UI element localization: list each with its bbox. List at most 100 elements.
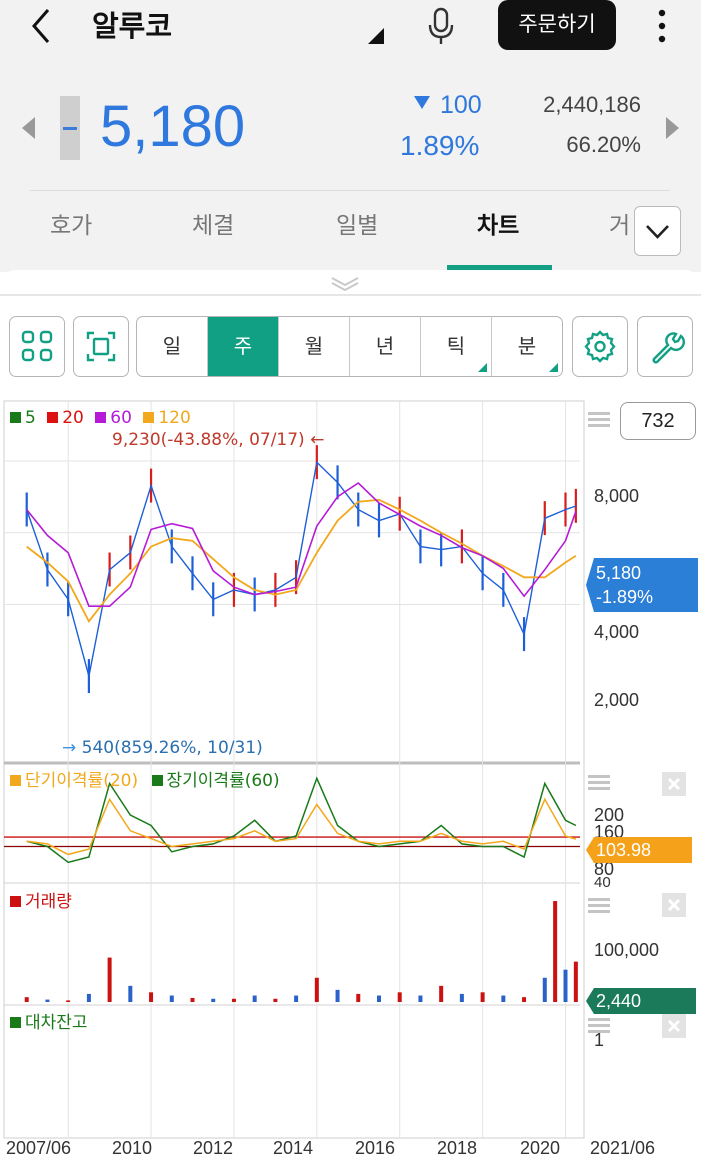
- y-tick: 4,000: [594, 622, 640, 642]
- next-stock-icon[interactable]: [666, 117, 679, 139]
- volume-legend: 거래량: [10, 892, 72, 912]
- loan-panel-menu-icon[interactable]: [588, 1018, 610, 1034]
- period-month[interactable]: 월: [279, 317, 350, 376]
- legend-swatch: [143, 412, 155, 423]
- long-gap-line: [26, 776, 577, 864]
- current-price-tag-value: 5,180: [596, 563, 642, 583]
- volume-bar: [169, 995, 174, 1002]
- mini-price-bar: [60, 96, 80, 160]
- low-annotation: → 540(859.26%, 10/31): [62, 738, 263, 758]
- price-close-line: [26, 460, 577, 677]
- legend-label: 장기이격률(60): [166, 771, 280, 791]
- fullscreen-button[interactable]: [73, 316, 129, 377]
- tab-chart[interactable]: 차트: [477, 213, 520, 239]
- volume-current-tag: 2,440: [586, 988, 696, 1014]
- volume-panel-menu-icon[interactable]: [588, 898, 610, 914]
- legend-swatch: [151, 775, 163, 786]
- tools-button[interactable]: [637, 316, 693, 377]
- current-price: 5,180: [100, 94, 246, 159]
- legend-label: 20: [62, 408, 84, 428]
- ma60-line: [26, 481, 577, 607]
- chevron-down-icon: [646, 225, 669, 239]
- volume-bar: [190, 997, 195, 1002]
- collapse-chevron-icon[interactable]: [330, 276, 360, 292]
- close-gap-panel-icon[interactable]: [662, 772, 686, 796]
- volume-bar: [211, 998, 216, 1002]
- previous-stock-icon[interactable]: [22, 117, 35, 139]
- legend-label: 120: [158, 408, 191, 428]
- volume-bar: [314, 977, 319, 1002]
- tab-more[interactable]: 거: [609, 213, 631, 239]
- tab-trades[interactable]: 체결: [192, 213, 235, 239]
- volume-bar: [542, 977, 547, 1002]
- legend-label: 거래량: [25, 892, 72, 912]
- gap-current-tag: 103.98: [586, 837, 692, 863]
- volume-bar: [418, 995, 423, 1002]
- volume-bar: [553, 901, 558, 1002]
- volume-bar: [459, 993, 464, 1002]
- sheet-divider: [0, 294, 701, 296]
- legend-ma20: 20: [47, 408, 84, 428]
- price-change-percent: 1.89%: [400, 130, 480, 161]
- volume-ratio: 66.20%: [566, 132, 641, 157]
- low-annotation-text: 540(859.26%, 10/31): [81, 738, 263, 758]
- order-button[interactable]: 주문하기: [498, 0, 616, 50]
- back-icon[interactable]: [22, 6, 62, 46]
- volume-bar: [128, 985, 133, 1002]
- period-day[interactable]: 일: [137, 317, 208, 376]
- close-volume-panel-icon[interactable]: [662, 893, 686, 917]
- price-legend: 5 20 60 120: [10, 408, 191, 428]
- candle-count-box[interactable]: 732: [620, 402, 696, 440]
- x-tick: 2012: [193, 1138, 234, 1158]
- tab-daily[interactable]: 일별: [336, 213, 379, 239]
- legend-label: 60: [110, 408, 132, 428]
- loan-legend: 대차잔고: [10, 1013, 88, 1033]
- x-tick: 2018: [437, 1138, 478, 1158]
- period-tick[interactable]: 틱: [421, 317, 492, 376]
- y-tick: 1: [594, 1030, 605, 1050]
- divider: [30, 190, 670, 191]
- ma120-line: [26, 498, 577, 623]
- volume-bar: [522, 997, 527, 1002]
- microphone-icon[interactable]: [424, 6, 458, 46]
- gap-legend: 단기이격률(20) 장기이격률(60): [10, 771, 280, 791]
- tab-orderbook[interactable]: 호가: [50, 213, 93, 239]
- x-tick: 2020: [520, 1138, 561, 1158]
- high-annotation: 9,230(-43.88%, 07/17) ←: [112, 430, 324, 450]
- period-year[interactable]: 년: [350, 317, 421, 376]
- plot-frame: [3, 400, 585, 1139]
- y-tick: 200: [594, 805, 625, 825]
- stock-title[interactable]: 알루코: [92, 9, 173, 43]
- price-panel-menu-icon[interactable]: [588, 412, 610, 428]
- volume-bar: [24, 997, 29, 1002]
- period-selector: 일 주 월 년 틱 분: [136, 316, 563, 377]
- more-icon[interactable]: [648, 8, 676, 44]
- trade-volume: 2,440,186: [543, 92, 641, 117]
- active-tab-indicator: [447, 265, 552, 270]
- chart-area[interactable]: [0, 400, 701, 1170]
- y-tick: 80: [594, 859, 615, 879]
- settings-button[interactable]: [572, 316, 628, 377]
- volume-bar: [252, 995, 257, 1002]
- x-tick: 2007/06: [6, 1138, 72, 1158]
- title-dropdown-icon[interactable]: [368, 28, 384, 44]
- grid-icon: [21, 330, 53, 362]
- legend-swatch: [47, 412, 59, 423]
- volume-bar: [563, 969, 568, 1002]
- volume-bar: [66, 1000, 71, 1002]
- layout-button[interactable]: [9, 316, 65, 377]
- y-tick: 2,000: [594, 690, 640, 710]
- chart-canvas[interactable]: [0, 400, 701, 1170]
- volume-bar: [573, 961, 578, 1002]
- volume-bar: [86, 993, 91, 1002]
- volume-bar: [376, 995, 381, 1002]
- volume-bar: [335, 989, 340, 1002]
- close-loan-panel-icon[interactable]: [662, 1014, 686, 1038]
- gap-panel-menu-icon[interactable]: [588, 775, 610, 791]
- period-minute[interactable]: 분: [492, 317, 562, 376]
- down-arrow-icon: [414, 96, 430, 109]
- y-tick: 100,000: [594, 940, 660, 960]
- tab-list-button[interactable]: [634, 206, 681, 256]
- period-week[interactable]: 주: [208, 317, 279, 376]
- legend-label: 대차잔고: [25, 1013, 88, 1033]
